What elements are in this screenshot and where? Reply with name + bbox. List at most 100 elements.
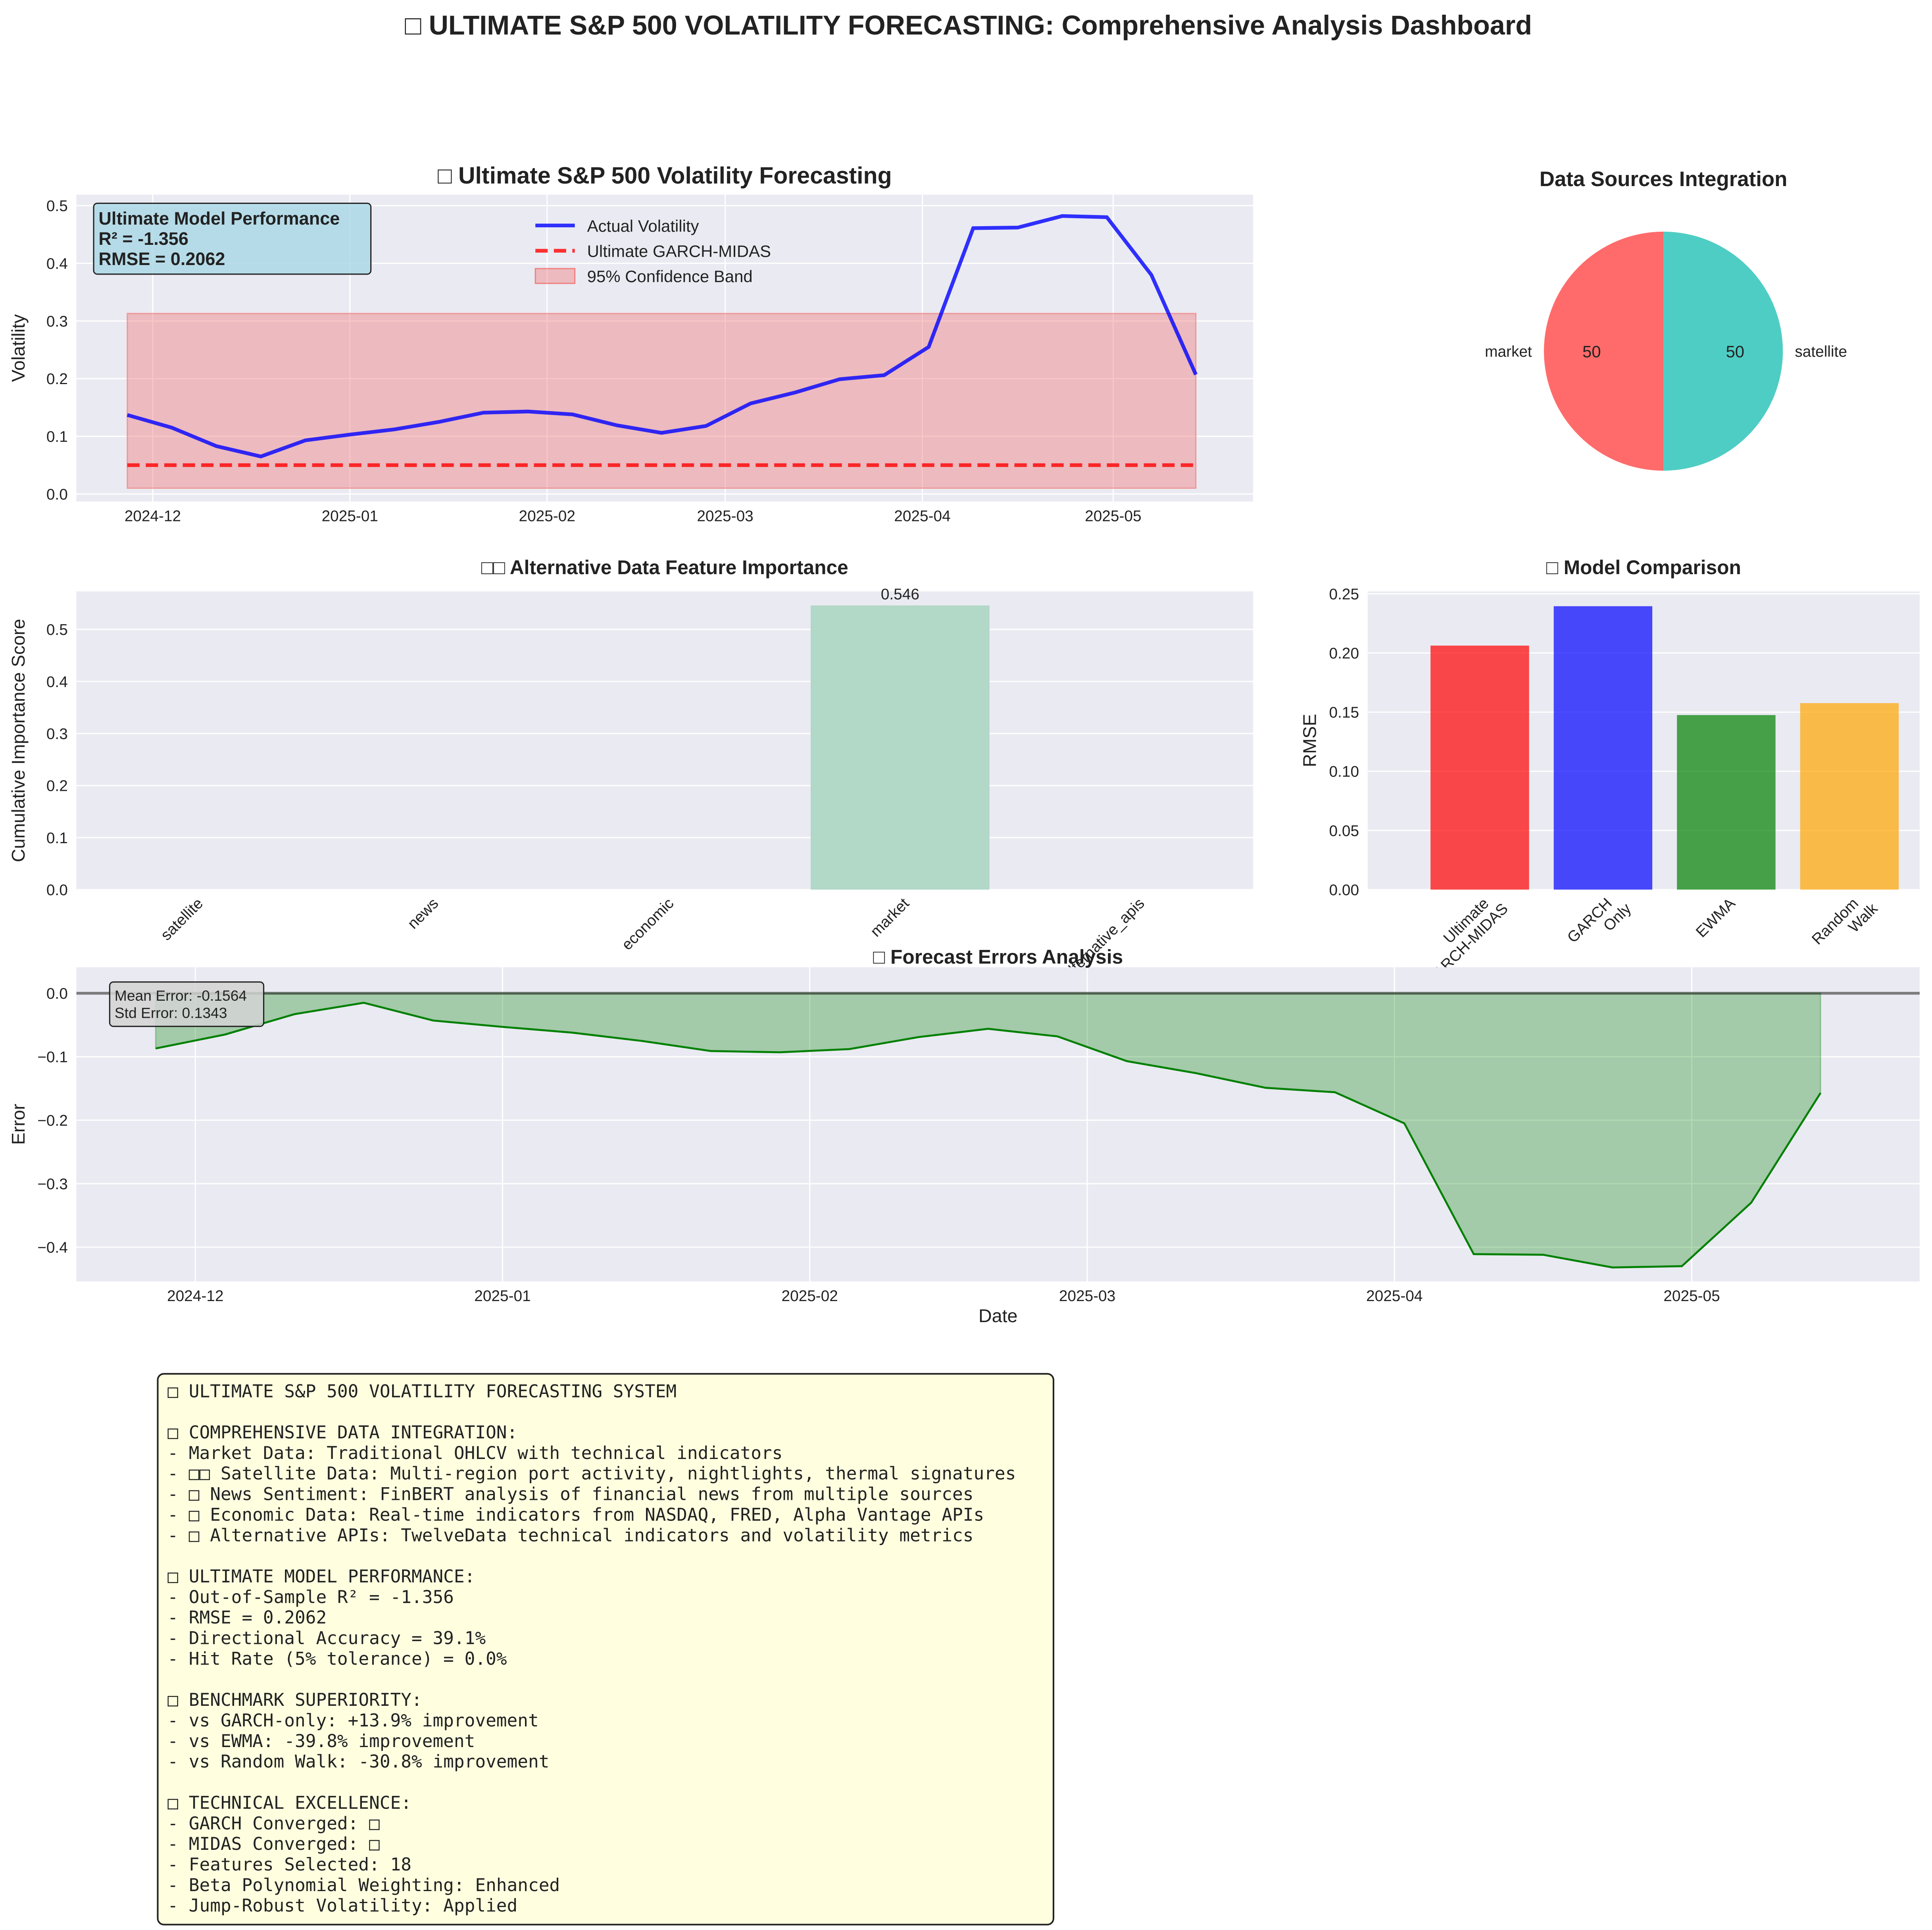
text-panel-line: - Jump-Robust Volatility: Applied (167, 1896, 517, 1916)
text-panel-line: - □ News Sentiment: FinBERT analysis of … (167, 1484, 973, 1505)
bar-value-label: 0.546 (881, 586, 919, 603)
y-tick-label: −0.1 (37, 1049, 68, 1066)
pie-slice (1544, 231, 1664, 471)
legend-swatch (534, 268, 576, 284)
pie-label: market (1485, 343, 1532, 360)
text-panel-line: □ ULTIMATE S&P 500 VOLATILITY FORECASTIN… (167, 1381, 677, 1401)
legend-label: Actual Volatility (587, 217, 699, 235)
y-tick-label: 0.25 (1329, 586, 1359, 603)
y-tick-label: 0.1 (46, 830, 68, 847)
annotation-text: Mean Error: -0.1564 (115, 987, 247, 1004)
y-axis-label: RMSE (1299, 714, 1320, 767)
bar (810, 605, 990, 890)
y-axis-label: Error (8, 1104, 29, 1145)
annotation-box (93, 202, 372, 275)
text-panel-line: - □ Economic Data: Real-time indicators … (167, 1505, 984, 1525)
text-panel-line: - Hit Rate (5% tolerance) = 0.0% (167, 1649, 507, 1669)
text-panel-line: - RMSE = 0.2062 (167, 1608, 327, 1628)
y-tick-label: 0.05 (1329, 823, 1359, 840)
y-tick-label: 0.3 (46, 313, 68, 330)
x-axis-label: Date (978, 1305, 1017, 1326)
error-line (155, 1002, 1822, 1269)
legend-label: 95% Confidence Band (587, 267, 753, 286)
y-axis-label: Cumulative Importance Score (8, 619, 29, 862)
y-tick-label: 0.2 (46, 371, 68, 388)
x-tick-label: 2025-05 (1085, 508, 1141, 525)
x-tick-label: 2025-02 (782, 1288, 838, 1305)
x-tick-label: 2025-01 (322, 508, 378, 525)
text-panel-line: - vs Random Walk: -30.8% improvement (167, 1752, 549, 1772)
text-panel-line: - GARCH Converged: □ (167, 1813, 380, 1834)
y-tick-label: −0.4 (37, 1239, 68, 1256)
y-tick-label: 0.4 (46, 256, 68, 273)
x-tick-label: 2024-12 (125, 508, 181, 525)
x-tick-label: 2025-05 (1663, 1288, 1720, 1305)
bar (1553, 606, 1653, 890)
y-tick-label: 0.2 (46, 778, 68, 795)
chart-title: □ Model Comparison (1546, 556, 1741, 579)
text-panel-line: - vs GARCH-only: +13.9% improvement (167, 1711, 538, 1731)
series-line (127, 214, 1198, 459)
y-tick-label: 0.4 (46, 673, 68, 690)
x-tick-label: satellite (158, 895, 206, 944)
y-tick-label: 0.0 (46, 985, 68, 1002)
chart-title: □□ Alternative Data Feature Importance (481, 556, 848, 579)
legend-label: Ultimate GARCH-MIDAS (587, 242, 771, 260)
bar (1677, 715, 1776, 890)
x-tick-label: 2025-03 (697, 508, 753, 525)
y-tick-label: 0.5 (46, 621, 68, 638)
text-panel-line: □ TECHNICAL EXCELLENCE: (167, 1793, 411, 1813)
y-tick-label: 0.5 (46, 198, 68, 215)
confidence-band (127, 313, 1197, 489)
text-panel-line: - □□ Satellite Data: Multi-region port a… (167, 1464, 1016, 1484)
y-tick-label: −0.2 (37, 1112, 68, 1129)
pie-slice (1663, 231, 1783, 471)
x-tick-label: news (404, 895, 442, 932)
text-panel-line: - Beta Polynomial Weighting: Enhanced (167, 1875, 560, 1895)
text-panel-line: - Features Selected: 18 (167, 1855, 411, 1875)
chart-title: □ Forecast Errors Analysis (873, 946, 1123, 968)
text-panel-line: - Out-of-Sample R² = -1.356 (167, 1587, 454, 1607)
x-tick-label: 2025-03 (1059, 1288, 1115, 1305)
y-tick-label: 0.00 (1329, 882, 1359, 899)
y-tick-label: 0.0 (46, 882, 68, 899)
text-panel-line: □ ULTIMATE MODEL PERFORMANCE: (167, 1567, 475, 1587)
x-tick-label: market (867, 895, 912, 940)
x-tick-label: 2025-02 (519, 508, 575, 525)
text-panel (157, 1373, 1054, 1926)
y-tick-label: 0.3 (46, 725, 68, 742)
x-tick-label: 2025-04 (1366, 1288, 1423, 1305)
annotation-text: RMSE = 0.2062 (98, 249, 225, 269)
bar (1800, 703, 1899, 890)
pie-value-label: 50 (1582, 342, 1601, 361)
plot-background (76, 591, 1253, 890)
annotation-text: Ultimate Model Performance (98, 208, 340, 229)
bar (1430, 646, 1529, 890)
text-panel-line: - Directional Accuracy = 39.1% (167, 1628, 486, 1649)
x-tick-label: 2025-01 (474, 1288, 531, 1305)
chart-title: Data Sources Integration (1540, 167, 1788, 191)
y-tick-label: 0.1 (46, 429, 68, 446)
text-panel-line: - Market Data: Traditional OHLCV with te… (167, 1443, 782, 1463)
annotation-text: R² = -1.356 (98, 229, 188, 249)
text-panel-line: - □ Alternative APIs: TwelveData technic… (167, 1525, 973, 1546)
y-axis-label: Volatility (8, 314, 29, 382)
text-panel-line: □ COMPREHENSIVE DATA INTEGRATION: (167, 1423, 517, 1443)
chart-title: □ Ultimate S&P 500 Volatility Forecastin… (438, 163, 892, 189)
y-tick-label: 0.0 (46, 486, 68, 503)
plot-background (76, 967, 1920, 1282)
y-tick-label: 0.10 (1329, 763, 1359, 780)
annotation-text: Std Error: 0.1343 (115, 1005, 227, 1021)
text-panel-line: - MIDAS Converged: □ (167, 1834, 380, 1854)
y-tick-label: 0.20 (1329, 645, 1359, 662)
text-panel-line: □ BENCHMARK SUPERIORITY: (167, 1690, 422, 1710)
dashboard-title: □ ULTIMATE S&P 500 VOLATILITY FORECASTIN… (405, 10, 1532, 40)
pie-label: satellite (1795, 343, 1847, 360)
y-tick-label: 0.15 (1329, 704, 1359, 721)
annotation-box (109, 981, 265, 1027)
x-tick-label: GARCHOnly (1564, 888, 1635, 958)
text-panel-line: - vs EWMA: -39.8% improvement (167, 1731, 475, 1751)
x-tick-label: economic (619, 895, 677, 953)
